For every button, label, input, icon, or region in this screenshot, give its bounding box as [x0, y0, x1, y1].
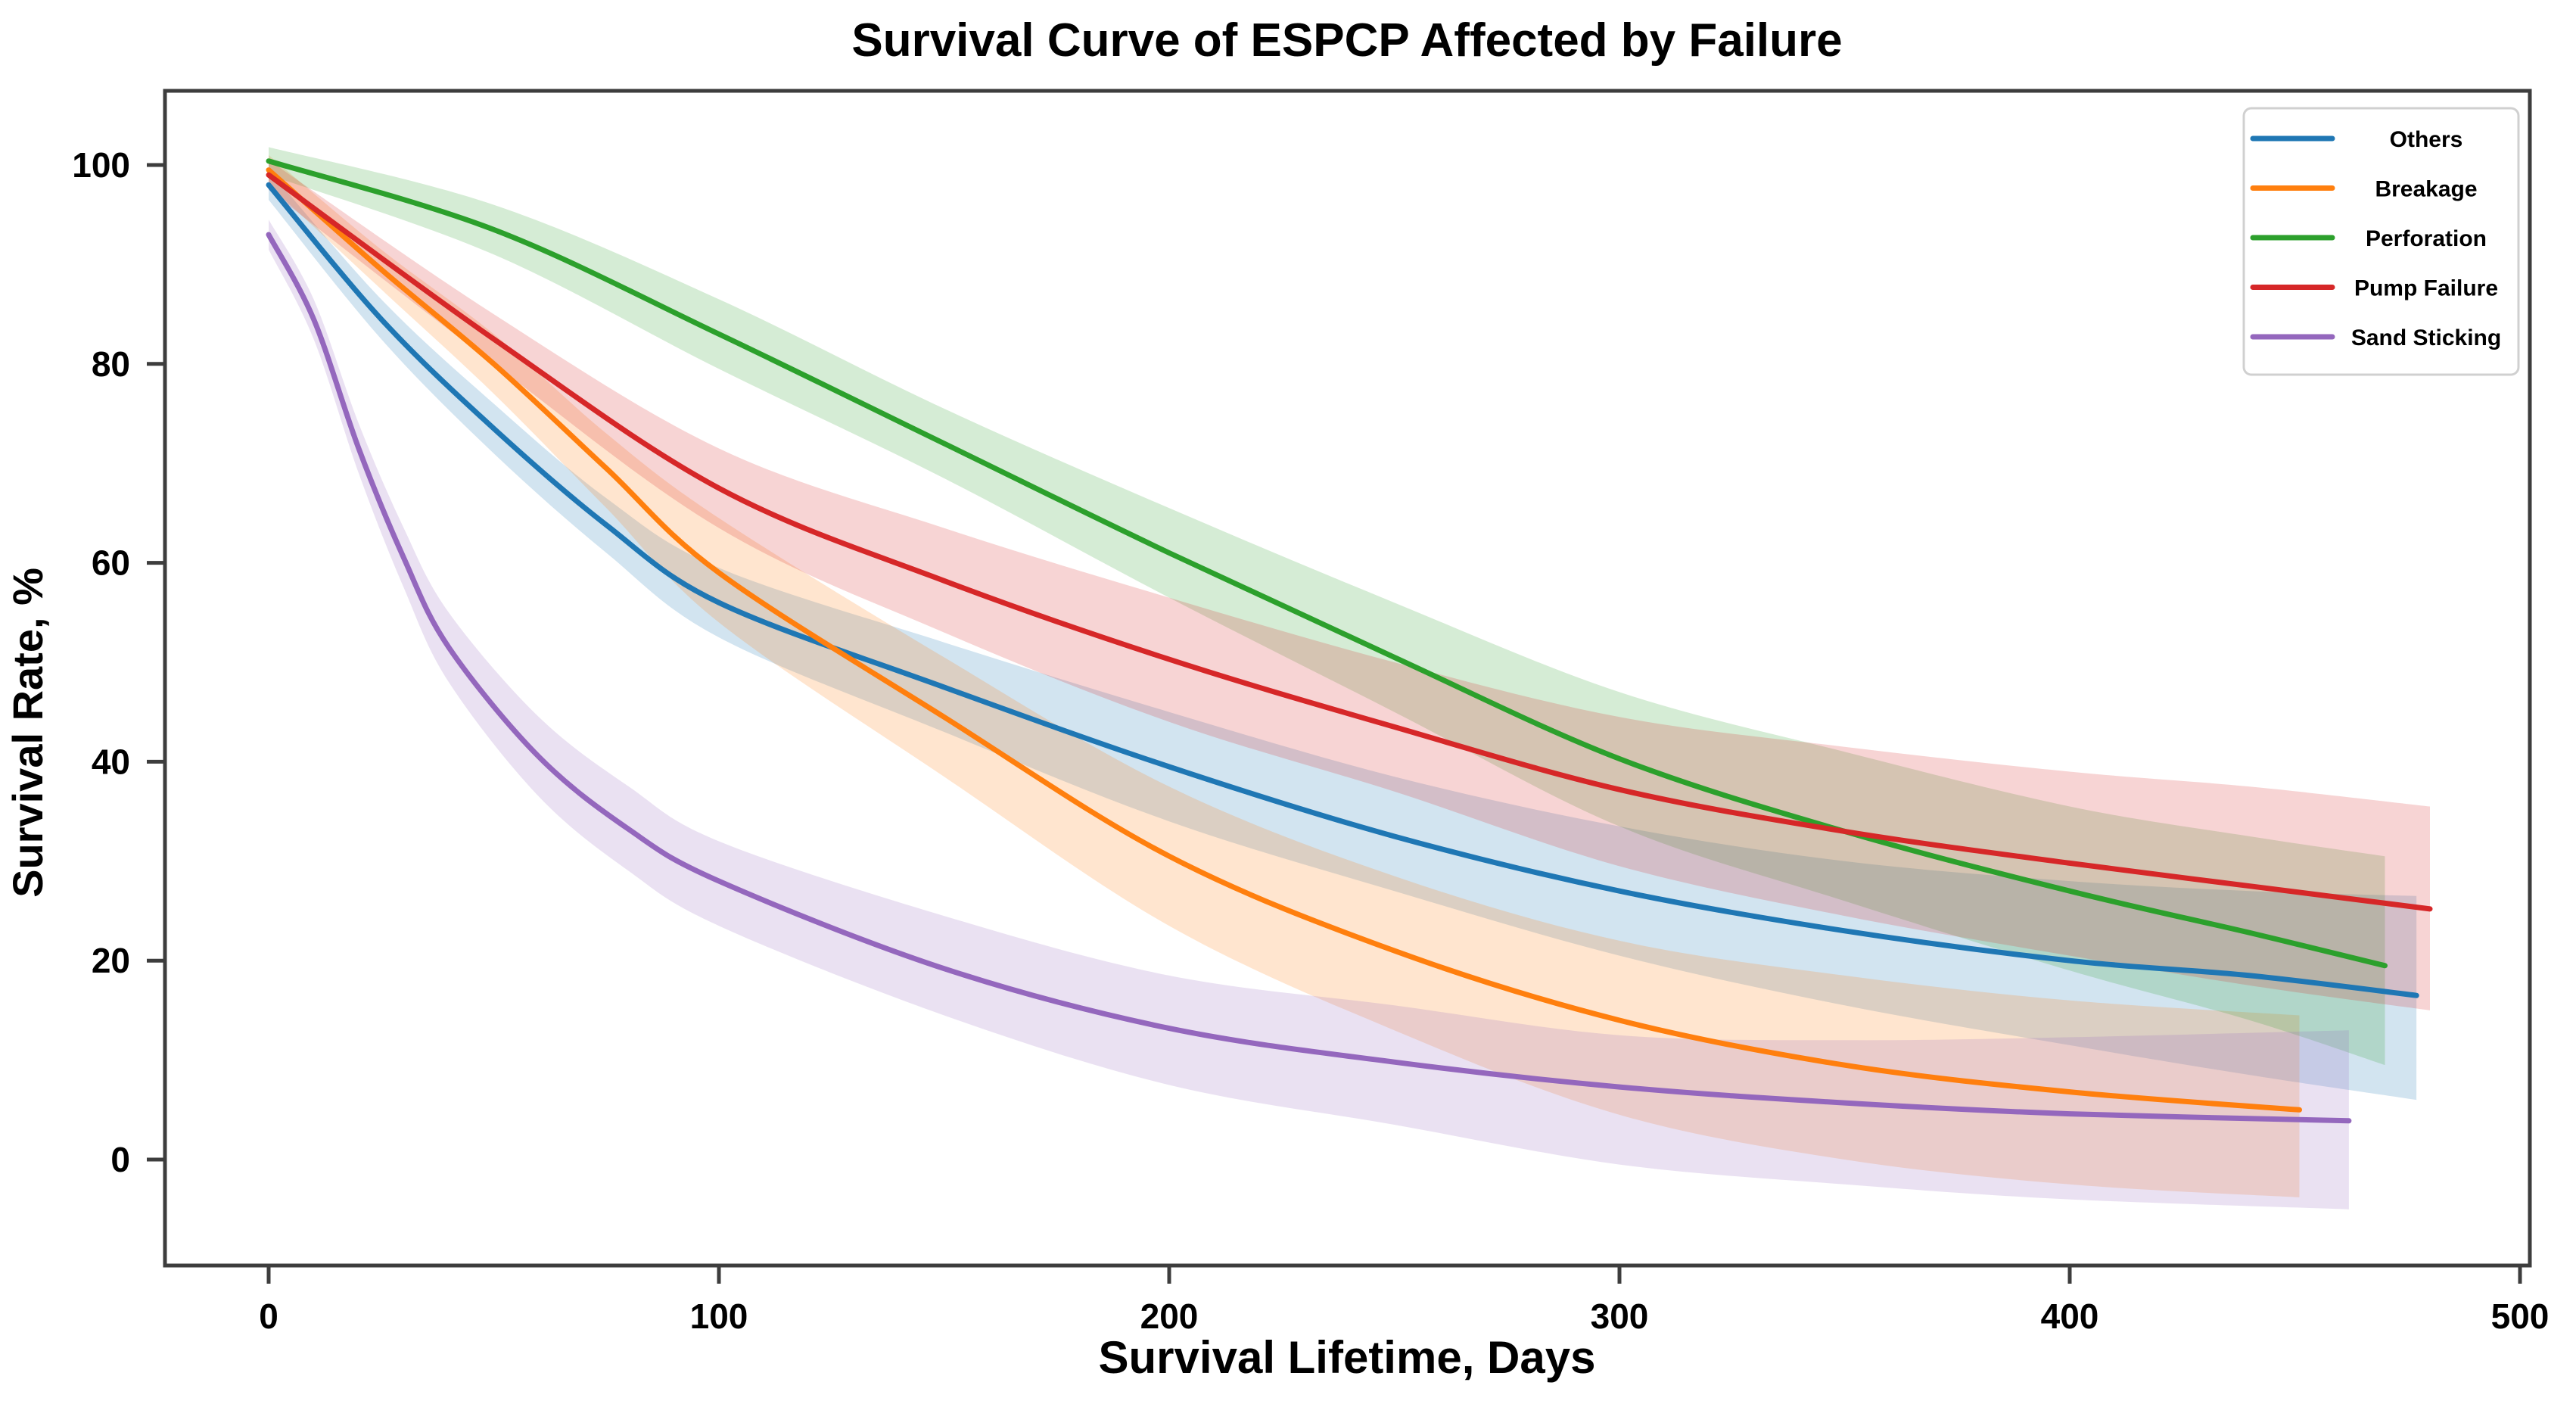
y-tick-label: 100 [72, 145, 130, 185]
confidence-band-sand-sticking [269, 219, 2349, 1210]
series-line-sand-sticking [266, 232, 2352, 1124]
confidence-band-others [269, 170, 2417, 1101]
legend-item-breakage: Breakage [2250, 177, 2478, 202]
y-tick-label: 80 [92, 344, 130, 384]
legend-item-others: Others [2250, 127, 2463, 152]
confidence-band-pump-failure [269, 160, 2430, 1010]
legend-item-sand-sticking: Sand Sticking [2250, 325, 2501, 350]
plot-lines [266, 158, 2433, 1124]
plot-border [163, 89, 2532, 1268]
x-tick-label: 200 [1140, 1297, 1199, 1336]
series-line-others [266, 182, 2419, 998]
legend-label-perforation: Perforation [2366, 226, 2487, 251]
x-tick-label: 0 [259, 1297, 278, 1336]
series-line-pump-failure [266, 172, 2433, 912]
x-axis: 0 100 200 300 400 500 [259, 1266, 2549, 1336]
y-tick-label: 0 [110, 1140, 130, 1179]
x-tick-label: 300 [1591, 1297, 1649, 1336]
y-axis-label: Survival Rate, % [4, 568, 51, 898]
legend-box [2242, 107, 2520, 376]
series-line-perforation [266, 158, 2388, 969]
legend-label-sand-sticking: Sand Sticking [2351, 325, 2501, 350]
legend-item-pump-failure: Pump Failure [2250, 276, 2498, 301]
y-tick-label: 40 [92, 742, 130, 781]
series-line-breakage [266, 167, 2302, 1113]
x-axis-label: Survival Lifetime, Days [1099, 1332, 1596, 1383]
x-tick-label: 500 [2491, 1297, 2550, 1336]
legend-item-perforation: Perforation [2250, 226, 2487, 251]
legend-label-breakage: Breakage [2375, 177, 2477, 202]
y-axis: 0 20 40 60 80 100 [72, 145, 165, 1179]
y-tick-label: 20 [92, 941, 130, 980]
y-tick-label: 60 [92, 543, 130, 583]
legend: Others Breakage Perforation Pump Failure San… [2242, 107, 2520, 376]
chart-title: Survival Curve of ESPCP Affected by Fail… [851, 14, 1842, 67]
legend-label-pump-failure: Pump Failure [2354, 276, 2498, 301]
x-tick-label: 400 [2041, 1297, 2099, 1336]
x-tick-label: 100 [690, 1297, 748, 1336]
legend-label-others: Others [2390, 127, 2463, 152]
